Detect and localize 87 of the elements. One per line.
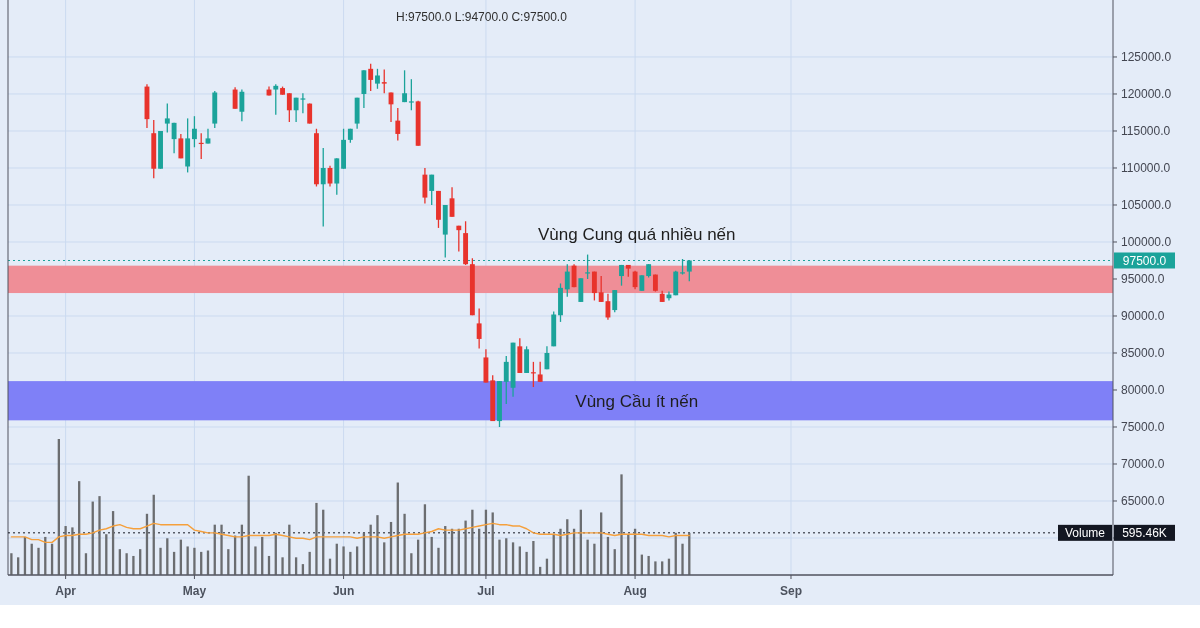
bar <box>471 509 474 575</box>
candlestick <box>476 307 482 350</box>
bar <box>464 520 467 575</box>
candlestick <box>402 69 408 103</box>
candlestick <box>361 69 367 109</box>
x-tick-label: Jun <box>332 584 355 599</box>
band-label: Vùng Cầu ít nến <box>575 391 699 411</box>
bar <box>654 561 657 575</box>
bar <box>559 528 562 575</box>
candlestick <box>591 270 597 302</box>
candlestick <box>422 167 428 205</box>
bar <box>254 546 257 575</box>
bar <box>376 515 379 575</box>
bar <box>410 553 413 575</box>
bar <box>620 474 623 575</box>
candlestick <box>395 107 401 142</box>
bar <box>132 555 135 575</box>
candlestick <box>178 133 184 160</box>
y-tick-label: 125000.0 <box>1121 50 1172 65</box>
y-tick-label: 65000.0 <box>1121 494 1165 509</box>
candlestick <box>171 122 177 154</box>
bar <box>37 547 40 575</box>
bar <box>647 555 650 575</box>
candlestick <box>598 275 604 303</box>
y-tick-label: 85000.0 <box>1121 346 1165 361</box>
bar <box>281 557 284 575</box>
candlestick <box>673 270 679 296</box>
candlestick <box>408 78 414 111</box>
bar <box>342 546 345 575</box>
y-tick-label: 110000.0 <box>1121 161 1171 176</box>
candlestick <box>564 263 570 298</box>
y-tick-label: 70000.0 <box>1121 457 1165 472</box>
candlestick <box>578 277 584 303</box>
band-label: Vùng Cung quá nhiều nến <box>537 224 736 244</box>
annotation: H:97500.0 L:94700.0 C:97500.0 <box>396 10 568 25</box>
bar <box>525 551 528 575</box>
y-tick-label: 90000.0 <box>1121 309 1165 324</box>
bar <box>220 524 223 575</box>
bar <box>437 547 440 575</box>
x-tick-label: Aug <box>623 584 647 599</box>
candlestick <box>632 270 638 290</box>
y-tick-label: 105000.0 <box>1121 198 1172 213</box>
y-tick-label: 100000.0 <box>1121 235 1172 250</box>
x-tick-label: Sep <box>779 584 802 599</box>
candlestick <box>191 115 197 148</box>
candlestick <box>381 68 387 94</box>
bar <box>193 547 196 575</box>
bar <box>403 513 406 575</box>
x-tick-label: Apr <box>55 584 77 599</box>
x-tick-label: Jul <box>477 584 495 599</box>
candlestick <box>429 174 435 206</box>
candlestick <box>537 361 543 383</box>
candlestick <box>286 92 292 123</box>
candlestick <box>164 102 170 134</box>
y-tick-label: 120000.0 <box>1121 87 1172 102</box>
ref-line-label: 595.46K <box>1122 526 1167 541</box>
bar <box>593 543 596 575</box>
bar <box>71 527 74 575</box>
candlestick <box>375 68 380 90</box>
bar <box>315 502 318 575</box>
candlestick <box>273 83 279 116</box>
y-tick-label: 95000.0 <box>1121 272 1165 287</box>
candlestick <box>232 86 238 110</box>
candlestick <box>524 345 530 374</box>
ref-line-label: 97500.0 <box>1122 253 1167 268</box>
y-axis-title: Volume <box>1064 526 1106 541</box>
candlestick <box>368 62 374 92</box>
bar <box>125 553 128 575</box>
bar <box>159 547 162 575</box>
bar <box>98 496 101 575</box>
y-tick-label: 75000.0 <box>1121 420 1165 435</box>
candlestick <box>456 225 462 253</box>
candlestick <box>612 289 618 313</box>
candlestick <box>320 147 326 228</box>
candlestick <box>503 355 509 405</box>
bar <box>64 526 67 575</box>
bar <box>532 541 535 575</box>
y-tick-label: 115000.0 <box>1121 124 1171 139</box>
bar <box>498 539 501 575</box>
x-tick-label: May <box>182 584 207 599</box>
candlestick <box>239 88 245 123</box>
bar <box>586 539 589 575</box>
candlestick <box>205 128 211 145</box>
y-tick-label: 80000.0 <box>1121 383 1165 398</box>
bar <box>186 546 189 575</box>
bar <box>10 553 13 575</box>
bar <box>681 543 684 575</box>
